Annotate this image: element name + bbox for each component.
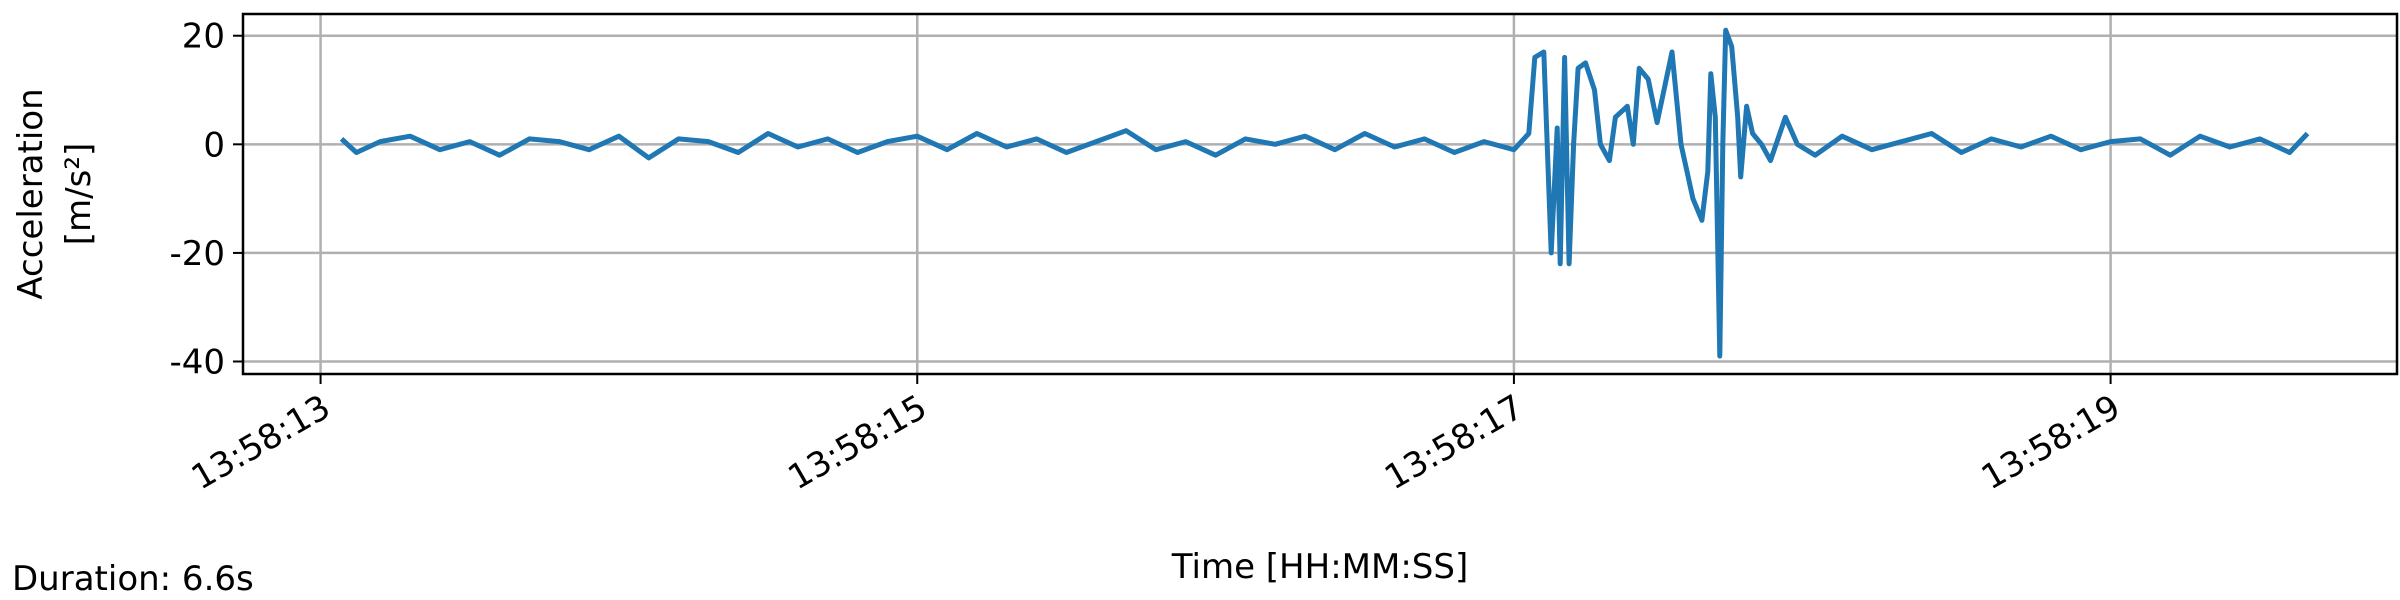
plot-frame (241, 12, 2399, 376)
data-line (339, 27, 2310, 359)
y-tick-label: 20 (182, 17, 225, 57)
y-tick-label: -40 (169, 343, 225, 383)
y-axis-label: [m/s²] (59, 143, 99, 245)
y-tick-label: -20 (169, 234, 225, 274)
x-tick-label: 13:58:19 (1975, 387, 2127, 498)
duration-note: Duration: 6.6s (12, 559, 254, 599)
y-axis-label: Acceleration (11, 88, 51, 299)
x-tick-label: 13:58:15 (781, 387, 933, 498)
x-tick-label: 13:58:17 (1378, 387, 1530, 498)
x-axis-label: Time [HH:MM:SS] (1171, 547, 1468, 587)
y-tick-label: 0 (203, 125, 225, 165)
x-tick-label: 13:58:13 (185, 387, 337, 498)
